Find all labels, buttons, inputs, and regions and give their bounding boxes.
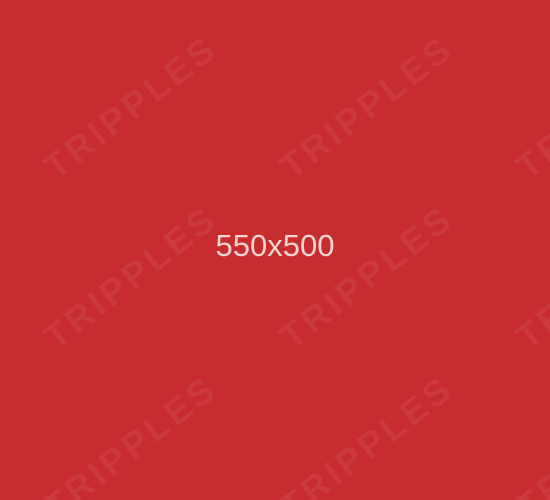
watermark-text: TRIPPLES xyxy=(36,366,226,500)
watermark-text: TRIPPLES xyxy=(508,26,550,188)
watermark-text: TRIPPLES xyxy=(272,26,462,188)
watermark-text: TRIPPLES xyxy=(508,196,550,358)
watermark-text: TRIPPLES xyxy=(272,196,462,358)
watermark-text: TRIPPLES xyxy=(508,366,550,500)
watermark-text: TRIPPLES xyxy=(36,196,226,358)
watermark-text: TRIPPLES xyxy=(36,26,226,188)
watermark-text: TRIPPLES xyxy=(272,366,462,500)
dimension-label: 550x500 xyxy=(215,228,335,263)
